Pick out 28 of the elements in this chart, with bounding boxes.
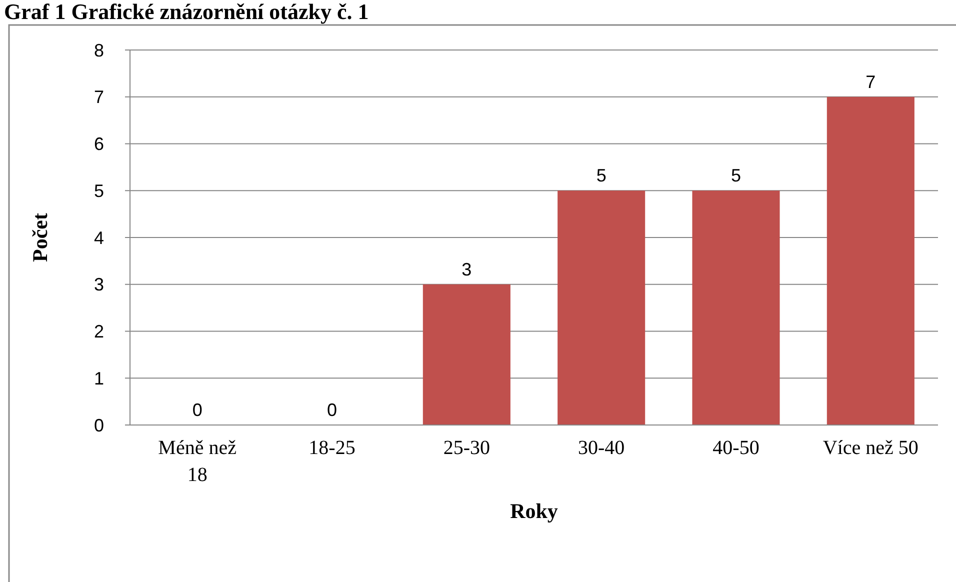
data-label: 5 xyxy=(730,166,742,186)
bar xyxy=(422,284,510,425)
x-tick-label: 18-25 xyxy=(308,437,356,459)
y-tick-label: 5 xyxy=(94,180,104,201)
y-axis-title: Počet xyxy=(28,213,52,262)
data-label: 0 xyxy=(326,400,338,420)
y-tick-label: 4 xyxy=(94,228,104,248)
y-tick-label: 2 xyxy=(94,322,104,342)
y-tick-label: 8 xyxy=(94,40,104,60)
x-tick-label: Více než 50 xyxy=(822,437,918,459)
x-tick-label: 30-40 xyxy=(578,437,625,459)
data-label: 3 xyxy=(462,259,472,280)
x-tick-label: Méně než 18 xyxy=(158,437,237,486)
y-tick-label: 0 xyxy=(94,415,104,436)
bar xyxy=(692,190,780,425)
bar xyxy=(826,96,914,425)
y-tick-label: 6 xyxy=(94,134,104,154)
data-label: 5 xyxy=(596,166,606,186)
chart-title: Graf 1 Grafické znázornění otázky č. 1 xyxy=(4,0,369,24)
data-label: 7 xyxy=(866,72,876,92)
data-label: 0 xyxy=(192,400,202,420)
y-tick-label: 3 xyxy=(94,274,104,295)
x-axis-title: Roky xyxy=(510,499,558,523)
x-tick-label: 40-50 xyxy=(712,437,760,459)
y-tick-label: 7 xyxy=(94,87,104,108)
bar xyxy=(558,190,646,425)
y-tick-label: 1 xyxy=(94,368,104,388)
x-tick-label: 25-30 xyxy=(443,437,490,459)
